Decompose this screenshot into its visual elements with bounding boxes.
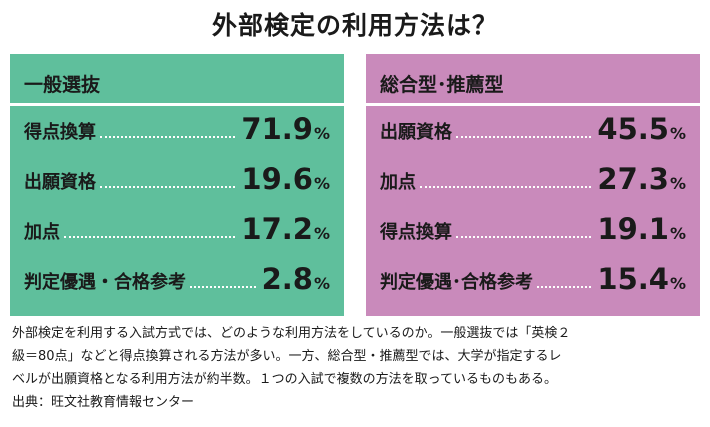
category-label: 判定優遇･合格参考 [380, 272, 533, 293]
category-label: 加点 [24, 222, 60, 243]
unit-label: % [669, 124, 686, 143]
value-number: 45.5 [597, 112, 669, 146]
caption: 外部検定を利用する入試方式では、どのような利用方法をしているのか。一般選抜では「… [12, 322, 702, 414]
data-row: 判定優遇・合格参考 2.8% [24, 262, 330, 300]
value-label: 19.6% [241, 162, 330, 196]
value-label: 2.8% [262, 262, 330, 296]
header-divider [10, 103, 344, 106]
panel-header: 総合型･推薦型 [366, 54, 700, 106]
data-row: 得点換算 71.9% [24, 112, 330, 150]
caption-line: 外部検定を利用する入試方式では、どのような利用方法をしているのか。一般選抜では「… [12, 326, 571, 341]
value-label: 71.9% [241, 112, 330, 146]
unit-label: % [313, 174, 330, 193]
value-number: 17.2 [241, 212, 313, 246]
dotted-leader [100, 186, 235, 188]
panel-title: 総合型･推薦型 [380, 74, 504, 96]
caption-line: ベルが出願資格となる利用方法が約半数。１つの入試で複数の方法を取っているものもあ… [12, 372, 557, 387]
category-label: 得点換算 [380, 222, 452, 243]
value-label: 15.4% [597, 262, 686, 296]
category-label: 判定優遇・合格参考 [24, 272, 186, 293]
panel-title: 一般選抜 [24, 74, 101, 96]
data-row: 得点換算 19.1% [380, 212, 686, 250]
value-label: 19.1% [597, 212, 686, 246]
category-label: 出願資格 [380, 122, 452, 143]
category-label: 出願資格 [24, 172, 96, 193]
unit-label: % [313, 274, 330, 293]
value-number: 2.8 [261, 262, 313, 296]
value-label: 17.2% [241, 212, 330, 246]
dotted-leader [537, 286, 591, 288]
value-number: 15.4 [597, 262, 669, 296]
comprehensive-recommendation-panel: 総合型･推薦型 出願資格 45.5% 加点 27.3% 得点換算 19.1% 判定優遇･合格… [366, 54, 700, 316]
data-row: 加点 27.3% [380, 162, 686, 200]
dotted-leader [190, 286, 256, 288]
dotted-leader [420, 186, 591, 188]
value-number: 19.6 [241, 162, 313, 196]
caption-line: 級＝80点」などと得点換算される方法が多い。一方、総合型・推薦型では、大学が指定… [12, 349, 562, 364]
unit-label: % [669, 174, 686, 193]
unit-label: % [313, 224, 330, 243]
category-label: 加点 [380, 172, 416, 193]
data-row: 出願資格 45.5% [380, 112, 686, 150]
dotted-leader [100, 136, 235, 138]
category-label: 得点換算 [24, 122, 96, 143]
data-row: 判定優遇･合格参考 15.4% [380, 262, 686, 300]
dotted-leader [456, 136, 591, 138]
value-label: 45.5% [597, 112, 686, 146]
header-divider [366, 103, 700, 106]
chart-title: 外部検定の利用方法は？ [211, 11, 498, 40]
general-selection-panel: 一般選抜 得点換算 71.9% 出願資格 19.6% 加点 17.2% 判定優遇・合格参考 2… [10, 54, 344, 316]
unit-label: % [313, 124, 330, 143]
value-number: 27.3 [597, 162, 669, 196]
unit-label: % [669, 274, 686, 293]
value-number: 71.9 [241, 112, 313, 146]
value-label: 27.3% [597, 162, 686, 196]
dotted-leader [64, 236, 235, 238]
dotted-leader [456, 236, 591, 238]
data-row: 出願資格 19.6% [24, 162, 330, 200]
unit-label: % [669, 224, 686, 243]
panel-header: 一般選抜 [10, 54, 344, 106]
data-row: 加点 17.2% [24, 212, 330, 250]
value-number: 19.1 [597, 212, 669, 246]
source-note: 出典：旺文社教育情報センター [12, 395, 195, 410]
